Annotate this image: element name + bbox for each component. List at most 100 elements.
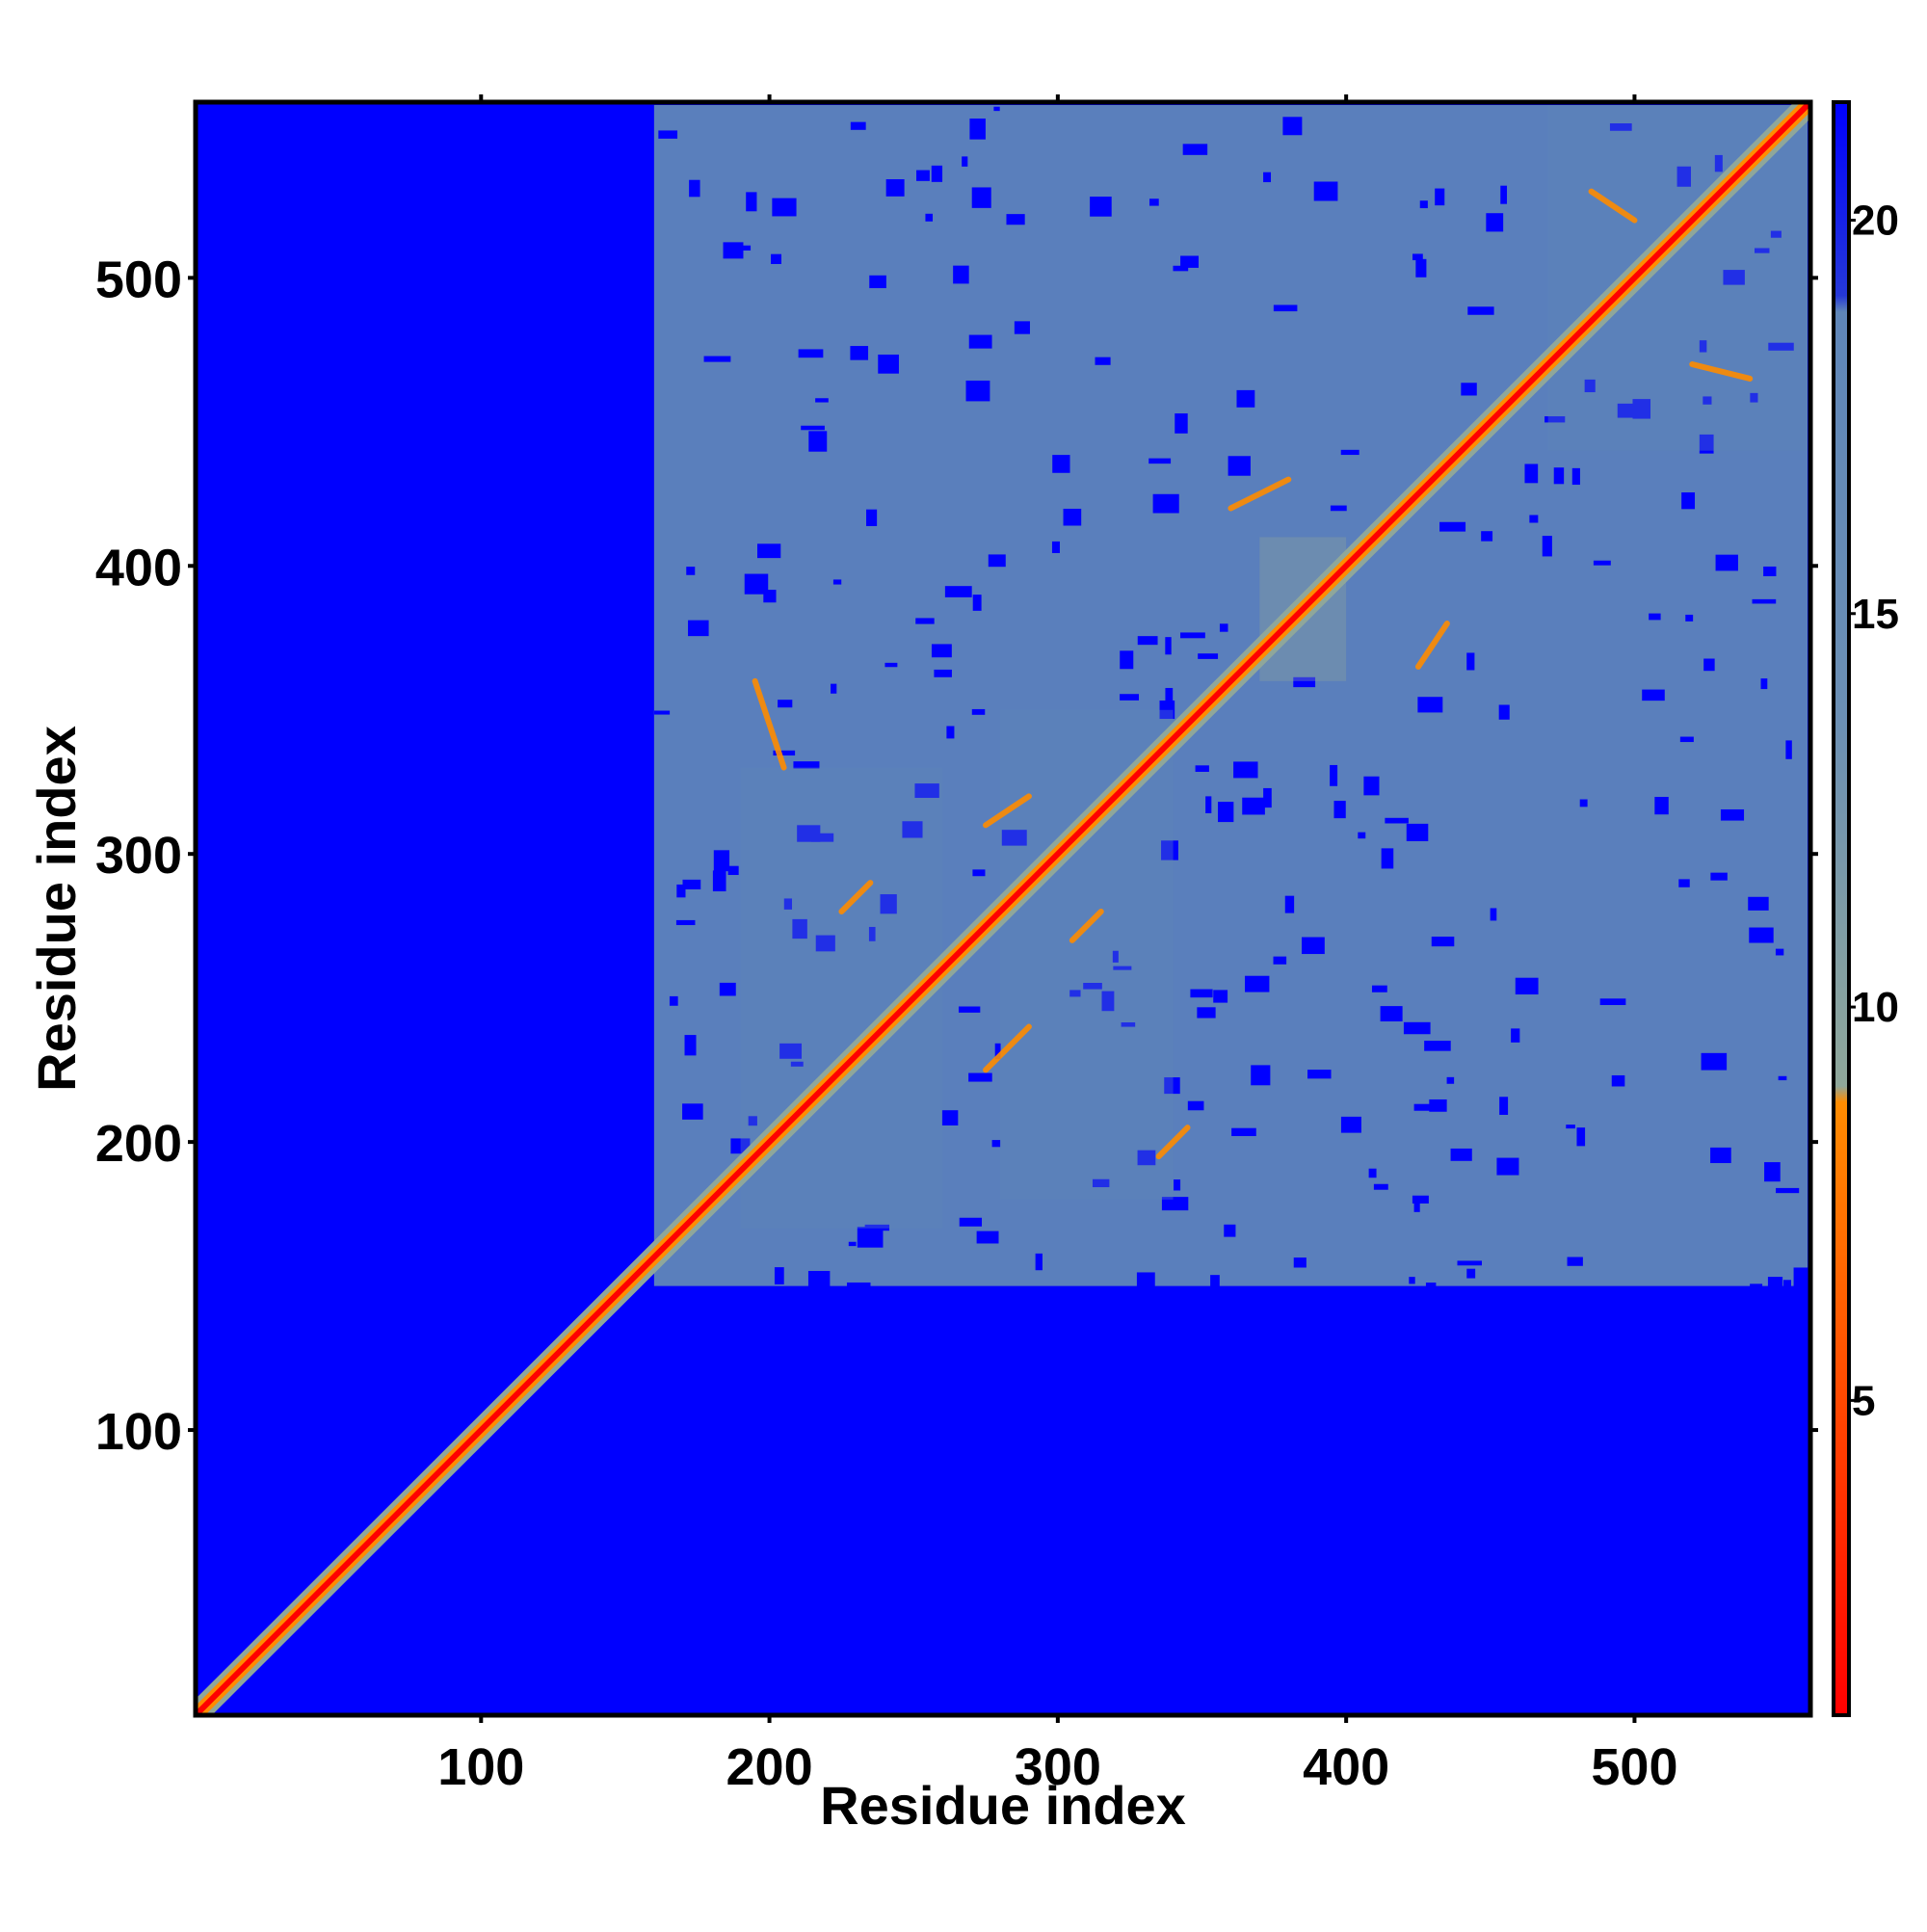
heatmap-cell <box>1415 258 1427 278</box>
heatmap-cell <box>1371 985 1387 992</box>
heatmap-cell <box>1755 248 1770 253</box>
heatmap-cell <box>808 431 828 452</box>
heatmap-cell <box>1313 181 1338 201</box>
heatmap-cell <box>1165 637 1172 655</box>
heatmap-cell <box>1149 198 1159 206</box>
heatmap-cell <box>1161 1197 1189 1211</box>
heatmap-cell <box>1715 554 1738 571</box>
heatmap-cell <box>1180 632 1205 639</box>
heatmap-cell <box>1419 200 1428 209</box>
heatmap-cell <box>1406 823 1429 841</box>
colorbar-tick-label: 5 <box>1852 1377 1875 1424</box>
heatmap-cell <box>1205 796 1212 813</box>
contact-line <box>1227 476 1292 512</box>
heatmap-cell <box>1760 678 1768 690</box>
heatmap-cell <box>1307 1070 1332 1079</box>
heatmap-cell <box>1403 1021 1431 1035</box>
heatmap-cell <box>1720 808 1745 821</box>
heatmap-cell <box>1302 937 1325 955</box>
heatmap-cell <box>1425 1283 1437 1298</box>
x-axis-label: Residue index <box>820 1775 1186 1836</box>
heatmap-cell <box>1763 566 1777 577</box>
heatmap-cell <box>774 1267 784 1284</box>
heatmap-cell <box>1381 848 1394 869</box>
heatmap-cell <box>1358 832 1366 839</box>
heatmap-cell <box>1576 1127 1586 1147</box>
heatmap-cell <box>810 833 834 842</box>
heatmap-cell <box>1273 956 1287 965</box>
contact-line <box>1588 188 1638 224</box>
heatmap-cell <box>1571 467 1580 486</box>
heatmap-cell <box>1152 493 1179 514</box>
y-axis: 100 200 300 400 500 <box>95 251 1818 1461</box>
y-axis-label: Residue index <box>26 726 87 1092</box>
heatmap-cell <box>1198 653 1219 659</box>
heatmap-cell <box>1435 188 1445 206</box>
heatmap-cell <box>1609 123 1632 131</box>
heatmap-cell <box>815 398 829 403</box>
heatmap-cell <box>850 346 869 360</box>
contact-line <box>1155 1125 1191 1160</box>
heatmap-cell <box>793 761 820 769</box>
heatmap-cell <box>1584 379 1596 393</box>
heatmap-cell <box>968 334 992 349</box>
heatmap-cell <box>902 821 923 838</box>
heatmap-cell <box>1148 458 1172 464</box>
heatmap-cell <box>971 708 986 715</box>
heatmap-cell <box>1466 652 1475 671</box>
x-tick-label: 100 <box>437 1738 524 1796</box>
heatmap-cell <box>712 870 726 892</box>
heatmap-cell <box>748 1116 757 1126</box>
heatmap-cell <box>1385 817 1409 824</box>
heatmap-cell <box>968 1072 992 1082</box>
heatmap-cell <box>958 1006 981 1013</box>
heatmap-cell <box>1164 1077 1180 1095</box>
heatmap-cell <box>1450 1148 1472 1161</box>
x-tick-label: 300 <box>1015 1738 1101 1796</box>
x-axis: 100 200 300 400 500 <box>437 94 1677 1796</box>
heatmap-cell <box>1467 306 1494 315</box>
heatmap-cell <box>1293 1257 1307 1268</box>
heatmap-cell <box>1599 998 1626 1006</box>
heatmap-cell <box>1284 895 1295 913</box>
heatmap-cell <box>773 750 796 756</box>
heatmap-cell <box>743 245 752 251</box>
heatmap-cell <box>1466 1268 1476 1279</box>
heatmap-cell <box>846 1282 871 1304</box>
heatmap-cell <box>1063 508 1082 526</box>
heatmap-cell <box>719 982 736 996</box>
heatmap-cell <box>1014 321 1030 334</box>
heatmap-cell <box>713 850 730 872</box>
heatmap-cell <box>953 265 969 284</box>
heatmap-cell <box>946 726 955 739</box>
heatmap-cell <box>1219 623 1228 632</box>
heatmap-cell <box>1417 697 1443 713</box>
heatmap-cells <box>196 102 1810 1715</box>
heatmap-cell <box>1496 1157 1519 1176</box>
heatmap-cell <box>1678 879 1690 887</box>
heatmap-cell <box>1413 1198 1420 1212</box>
heatmap-cell <box>727 865 739 876</box>
heatmap-cell <box>1446 1076 1455 1084</box>
heatmap-cell <box>1090 197 1112 217</box>
heatmap-cell <box>1092 1178 1110 1188</box>
heatmap-cell <box>1231 1127 1256 1137</box>
heatmap-cell <box>1750 392 1758 403</box>
contact-line <box>983 793 1032 829</box>
heatmap-cell <box>1431 937 1455 947</box>
heatmap-cell <box>1490 908 1497 921</box>
x-tick-label: 400 <box>1303 1738 1389 1796</box>
x-tick-label: 200 <box>726 1738 813 1796</box>
heatmap-cell <box>994 1043 1001 1060</box>
heatmap-cell <box>1457 1260 1482 1266</box>
heatmap-cell <box>1210 1275 1220 1294</box>
contact-line <box>1069 908 1104 943</box>
heatmap-cell <box>1500 185 1508 204</box>
heatmap-cell <box>1752 598 1777 604</box>
heatmap-cell <box>669 995 678 1006</box>
heatmap-cell <box>1424 1041 1451 1051</box>
heatmap-cell <box>959 1217 983 1227</box>
heatmap-cell <box>848 1241 857 1247</box>
heatmap-cell <box>686 567 696 575</box>
